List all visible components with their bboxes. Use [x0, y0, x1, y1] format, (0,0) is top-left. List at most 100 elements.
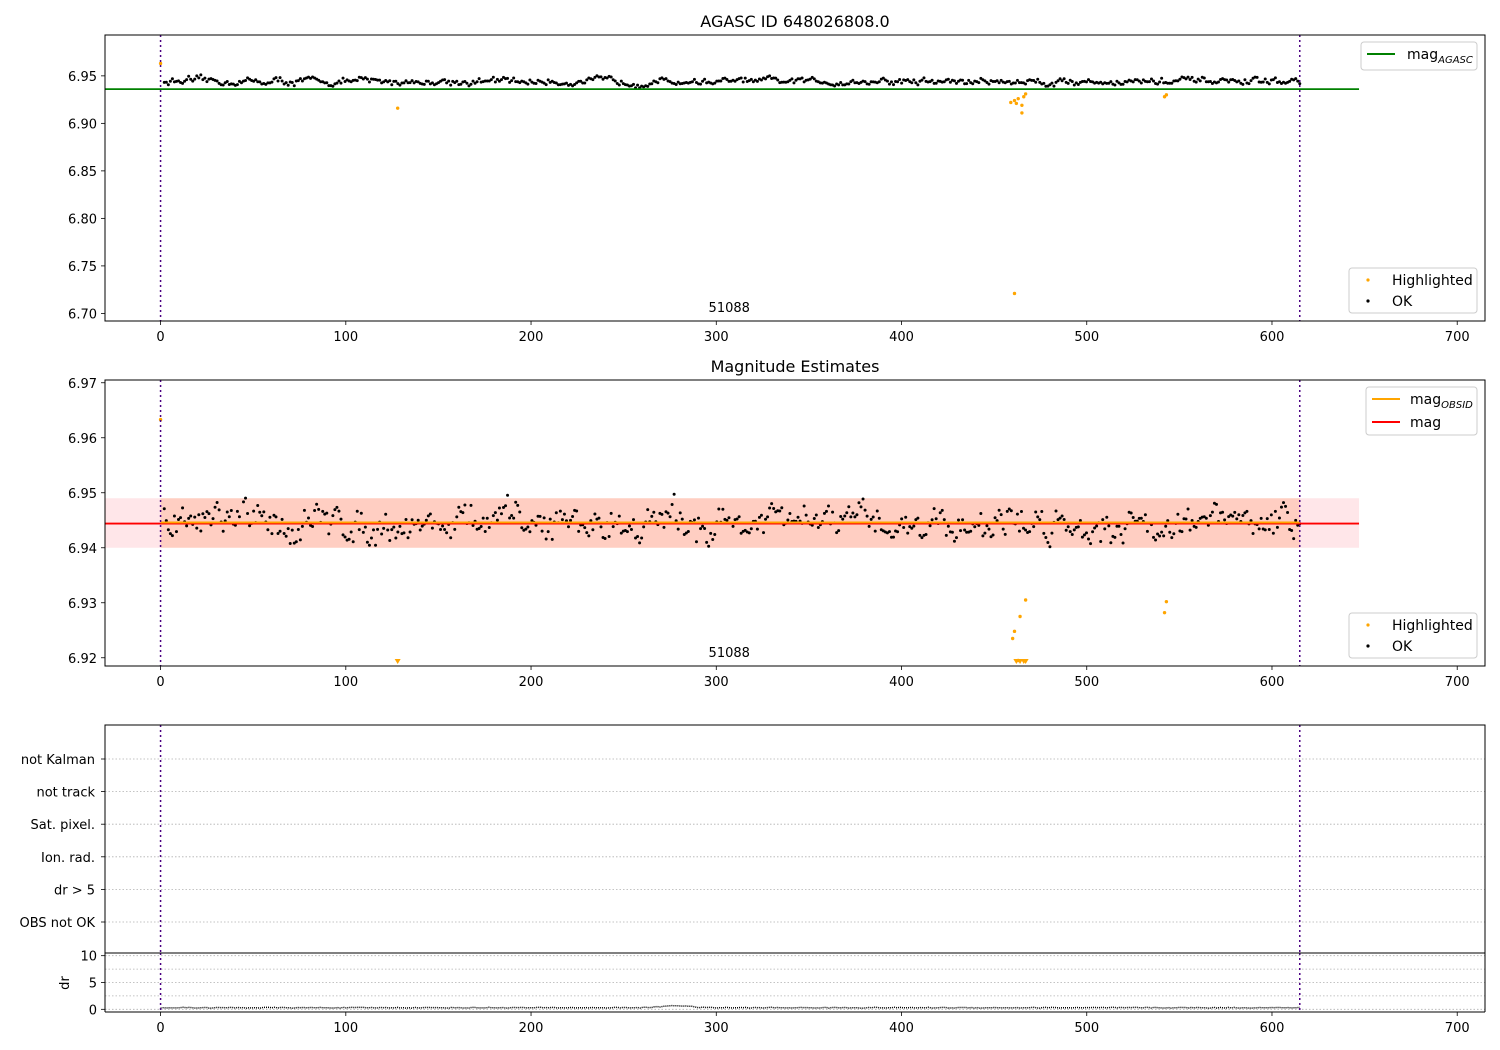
ok-point: [166, 528, 170, 532]
ok-point: [187, 74, 191, 78]
ok-point: [359, 511, 363, 515]
ok-point: [1024, 82, 1028, 86]
ok-point: [457, 505, 461, 509]
ok-point: [1042, 81, 1046, 85]
ok-point: [1267, 528, 1271, 532]
ok-point: [1076, 82, 1080, 86]
ok-point: [333, 508, 337, 512]
ok-point: [378, 78, 382, 82]
x-tick-label: 0: [156, 330, 164, 345]
ok-point: [447, 79, 451, 83]
ok-point: [1107, 81, 1111, 85]
ok-point: [343, 79, 347, 83]
ok-point: [1223, 518, 1227, 522]
ok-point: [296, 527, 300, 531]
ok-point: [1166, 519, 1170, 523]
magnitude-legend-upper: magOBSID mag: [1365, 386, 1478, 436]
ok-point: [1176, 79, 1180, 83]
ok-point: [871, 515, 875, 519]
ok-point: [392, 525, 396, 529]
ok-point: [810, 523, 814, 527]
ok-point: [396, 530, 400, 534]
ok-point: [924, 533, 928, 537]
ok-point: [284, 534, 288, 538]
ok-point: [1040, 509, 1044, 513]
ok-point: [1032, 525, 1036, 529]
ok-point: [743, 76, 747, 80]
ok-point: [896, 80, 900, 84]
ok-point: [1261, 80, 1265, 84]
ok-point: [538, 514, 542, 518]
ok-point: [985, 80, 989, 84]
ok-point: [546, 530, 550, 534]
ok-point: [475, 80, 479, 84]
ok-point: [1022, 526, 1026, 530]
ok-point: [1245, 509, 1249, 513]
ok-point: [627, 524, 631, 528]
ok-point: [680, 517, 684, 521]
ok-point: [229, 508, 233, 512]
ok-point: [934, 517, 938, 521]
y-tick-label: 6.70: [68, 307, 97, 322]
ok-point: [1231, 514, 1235, 518]
ok-point: [402, 531, 406, 535]
ok-point: [709, 531, 713, 535]
ok-point: [1158, 80, 1162, 84]
legend-highlighted-marker: [1366, 623, 1370, 627]
ok-point: [666, 511, 670, 515]
ok-point: [603, 537, 607, 541]
ok-point: [1279, 505, 1283, 509]
ok-point: [583, 81, 587, 85]
ok-point: [187, 516, 191, 520]
ok-point: [770, 502, 774, 506]
ok-point: [221, 529, 225, 533]
ok-point: [1093, 526, 1097, 530]
y-tick-label: 6.97: [68, 377, 97, 392]
legend-mag-agasc-label: magAGASC: [1407, 47, 1473, 66]
x-tick-label: 100: [333, 675, 358, 690]
ok-point: [1076, 525, 1080, 529]
ok-point: [646, 84, 650, 88]
ok-point: [853, 515, 857, 519]
ok-point: [487, 526, 491, 530]
ok-point: [587, 534, 591, 538]
ok-point: [237, 515, 241, 519]
ok-point: [1062, 77, 1066, 81]
ok-point: [1172, 532, 1176, 536]
ok-point: [766, 515, 770, 519]
ok-point: [1036, 515, 1040, 519]
ok-point: [418, 528, 422, 532]
ok-point: [1202, 76, 1206, 80]
ok-point: [499, 512, 503, 516]
y-tick-label: 6.90: [68, 117, 97, 132]
ok-point: [1206, 523, 1210, 527]
ok-point: [629, 527, 633, 531]
ok-point: [179, 516, 183, 520]
y-tick-label: 6.80: [68, 212, 97, 227]
highlighted-point: [1012, 629, 1017, 634]
y-tick-label: 6.96: [68, 432, 97, 447]
ok-point: [1050, 531, 1054, 535]
ok-point: [449, 83, 453, 87]
y-tick-label: 6.95: [68, 487, 97, 502]
ok-point: [197, 76, 201, 80]
ok-point: [276, 532, 280, 536]
ok-point: [914, 81, 918, 85]
ok-point: [808, 77, 812, 81]
ok-point: [493, 511, 497, 515]
ok-point: [463, 503, 467, 507]
ok-point: [916, 83, 920, 87]
ok-point: [713, 533, 717, 537]
ok-point: [857, 501, 861, 505]
ok-point: [548, 517, 552, 521]
ok-point: [1056, 79, 1060, 83]
ok-point: [569, 518, 573, 522]
ok-point: [839, 514, 843, 518]
x-tick-label: 0: [156, 675, 164, 690]
ok-point: [449, 536, 453, 540]
ok-point: [170, 534, 174, 538]
ok-point: [1137, 79, 1141, 83]
ok-point: [510, 513, 514, 517]
x-tick-label: 300: [704, 330, 729, 345]
ok-point: [902, 526, 906, 530]
